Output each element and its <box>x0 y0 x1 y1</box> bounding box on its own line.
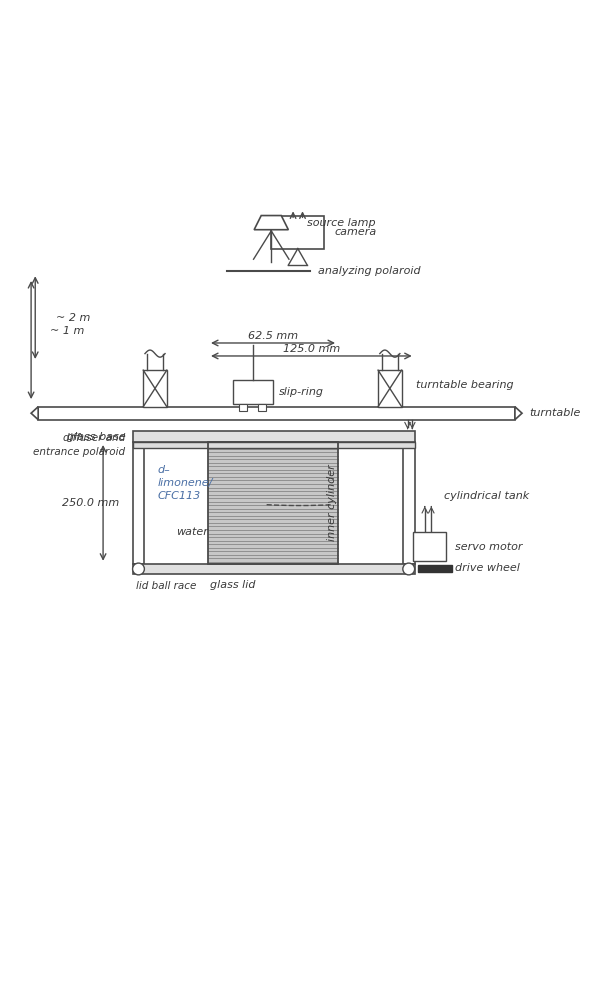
Bar <box>417 565 452 572</box>
Text: lid ball race: lid ball race <box>136 582 196 592</box>
Circle shape <box>403 563 415 575</box>
Text: slip-ring: slip-ring <box>279 387 324 397</box>
Text: glass base: glass base <box>67 432 125 441</box>
Text: servo motor: servo motor <box>455 542 522 551</box>
Bar <box>258 404 266 411</box>
Text: glass lid: glass lid <box>210 580 256 591</box>
Bar <box>133 432 415 442</box>
Bar <box>403 442 415 564</box>
Bar <box>133 442 144 564</box>
Bar <box>239 404 247 411</box>
Bar <box>233 380 273 404</box>
Bar <box>143 370 167 407</box>
Text: water: water <box>176 528 208 538</box>
Circle shape <box>133 563 144 575</box>
Bar <box>208 442 338 564</box>
Bar <box>133 442 415 448</box>
Text: 250.0 mm: 250.0 mm <box>61 498 119 508</box>
Text: 62.5 mm: 62.5 mm <box>248 331 298 340</box>
Text: turntable: turntable <box>529 408 580 418</box>
Text: source lamp: source lamp <box>307 218 376 228</box>
Bar <box>271 216 324 248</box>
Bar <box>414 532 446 561</box>
Text: analyzing polaroid: analyzing polaroid <box>318 266 421 276</box>
Polygon shape <box>31 407 38 420</box>
Polygon shape <box>254 216 288 230</box>
Text: ~ 1 m: ~ 1 m <box>50 327 84 336</box>
Text: diffuser and
entrance polaroid: diffuser and entrance polaroid <box>33 434 125 457</box>
Text: cylindrical tank: cylindrical tank <box>444 491 530 501</box>
Text: drive wheel: drive wheel <box>455 563 519 573</box>
Text: inner cylinder: inner cylinder <box>327 465 337 542</box>
Text: 125.0 mm: 125.0 mm <box>283 344 340 354</box>
Bar <box>38 407 515 420</box>
Bar <box>378 370 402 407</box>
Polygon shape <box>515 407 522 420</box>
Text: d–
limonene/
CFC113: d– limonene/ CFC113 <box>158 465 213 501</box>
Bar <box>133 564 415 574</box>
Text: turntable bearing: turntable bearing <box>416 381 514 390</box>
Text: camera: camera <box>334 227 377 237</box>
Bar <box>208 442 338 564</box>
Text: ~ 2 m: ~ 2 m <box>56 313 90 323</box>
